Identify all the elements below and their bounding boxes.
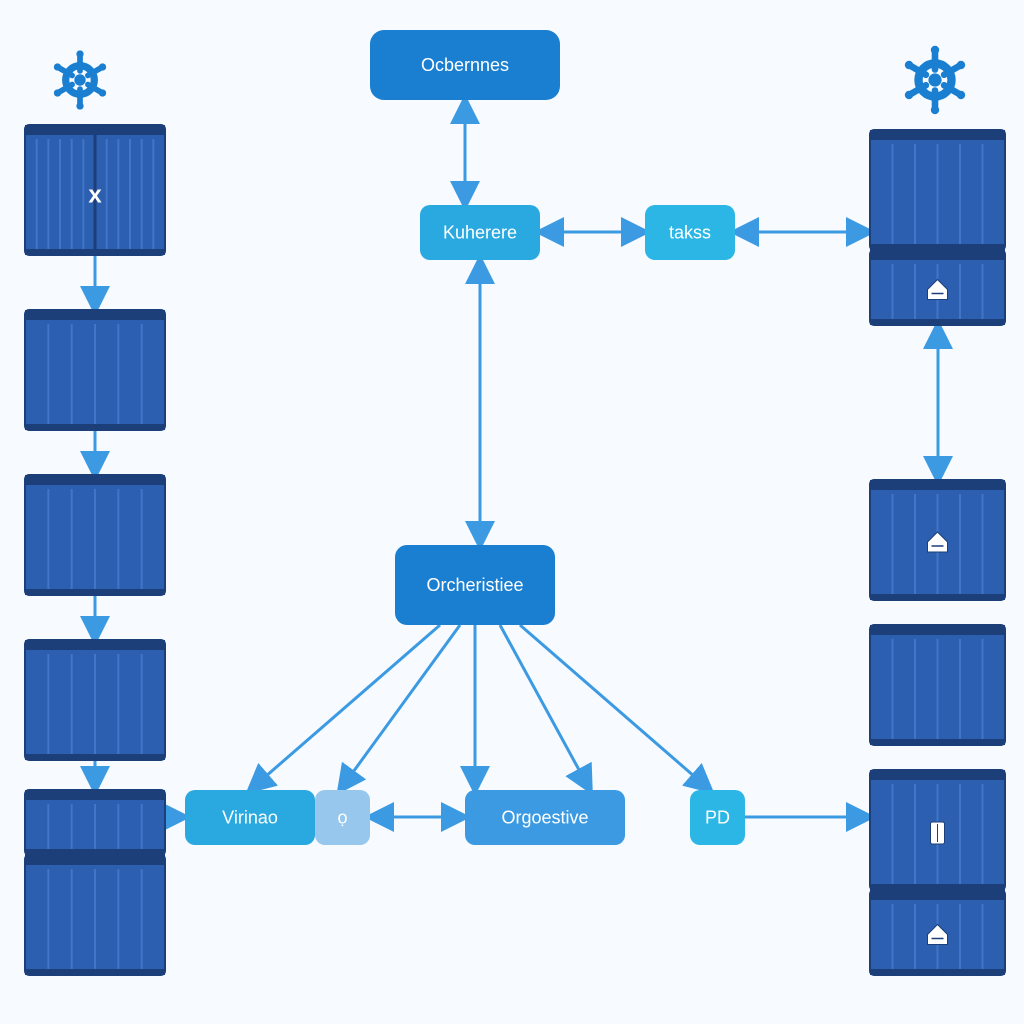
node-label-orchestrate: Orcheristiee [426, 575, 523, 595]
container-icon [870, 890, 1005, 975]
container-icon [25, 475, 165, 595]
container-icon [870, 480, 1005, 600]
node-virinao: Virinao [185, 790, 315, 845]
node-orgoestive: Orgoestive [465, 790, 625, 845]
node-label-takss: takss [669, 223, 711, 243]
container-icon [25, 640, 165, 760]
svg-text:x: x [88, 182, 102, 209]
node-takss: takss [645, 205, 735, 260]
container-icon [25, 310, 165, 430]
node-label-virinao: Virinao [222, 808, 278, 828]
container-icon: x [25, 125, 165, 255]
node-label-virinao_b: ọ [337, 808, 347, 828]
node-label-pd: PD [705, 808, 730, 828]
container-icon [870, 250, 1005, 325]
node-label-top: Ocbernnes [421, 55, 509, 75]
node-kuherere: Kuherere [420, 205, 540, 260]
node-top: Ocbernnes [370, 30, 560, 100]
node-virinao_b: ọ [315, 790, 370, 845]
diagram-canvas: x Ocbernnes Kuherere takss Orcheristiee Viri… [0, 0, 1024, 1024]
container-icon [870, 770, 1005, 890]
node-pd: PD [690, 790, 745, 845]
container-icon [870, 625, 1005, 745]
container-icon [25, 855, 165, 975]
container-icon [870, 130, 1005, 250]
node-label-orgoestive: Orgoestive [501, 808, 588, 828]
node-orchestrate: Orcheristiee [395, 545, 555, 625]
container-icon [25, 790, 165, 855]
node-label-kuherere: Kuherere [443, 223, 517, 243]
